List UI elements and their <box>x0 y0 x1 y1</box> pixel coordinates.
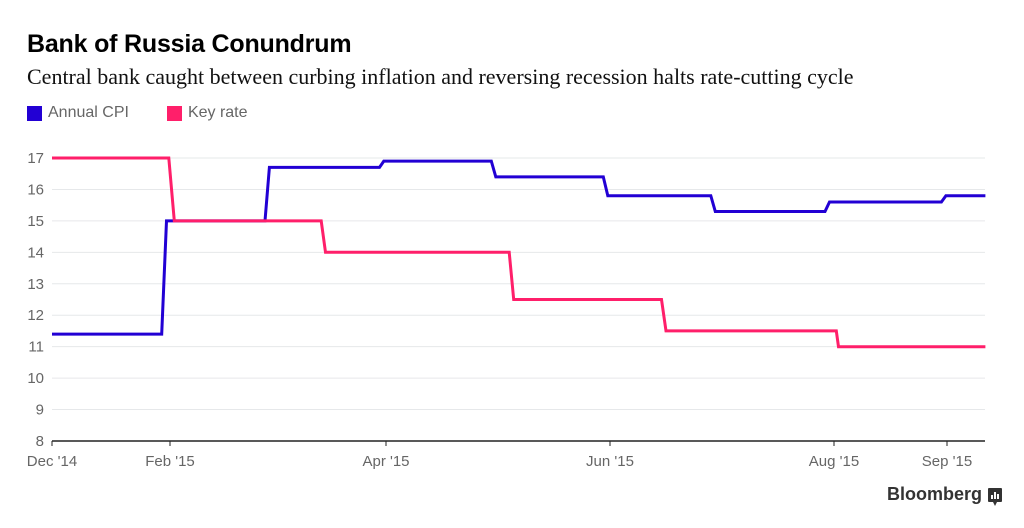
chart-title: Bank of Russia Conundrum <box>27 30 352 58</box>
legend: Annual CPI Key rate <box>27 104 286 122</box>
legend-label-key-rate: Key rate <box>187 104 248 121</box>
x-tick-label-5: Sep '15 <box>922 453 972 470</box>
bloomberg-logo: Bloomberg <box>886 484 1002 506</box>
y-tick-label-9: 9 <box>36 402 44 419</box>
series-line-annual-cpi <box>52 159 986 336</box>
y-tick-label-13: 13 <box>27 276 44 293</box>
x-tick-label-0: Dec '14 <box>27 453 77 470</box>
legend-swatch-annual-cpi <box>27 105 42 121</box>
x-tick-label-4: Aug '15 <box>809 453 859 470</box>
grid-lines <box>52 157 985 411</box>
y-tick-label-14: 14 <box>27 244 44 261</box>
y-axis: 8 9 10 11 12 13 14 15 16 17 <box>27 150 44 450</box>
y-tick-label-12: 12 <box>27 307 44 324</box>
x-tick-label-2: Apr '15 <box>362 453 409 470</box>
legend-label-annual-cpi: Annual CPI <box>48 104 129 121</box>
bloomberg-chart-icon <box>988 487 1002 506</box>
chart-subtitle: Central bank caught between curbing infl… <box>27 64 854 89</box>
brand-name: Bloomberg <box>886 484 982 504</box>
series-line-key-rate <box>52 156 986 349</box>
y-tick-label-15: 15 <box>27 213 44 230</box>
y-tick-label-10: 10 <box>27 370 44 387</box>
series-lines <box>52 156 986 349</box>
legend-item-annual-cpi: Annual CPI <box>27 104 129 122</box>
y-tick-label-17: 17 <box>27 150 44 167</box>
x-axis: Dec '14 Feb '15 Apr '15 Jun '15 Aug '15 Sep '… <box>27 440 985 470</box>
y-tick-label-11: 11 <box>28 339 44 356</box>
y-tick-label-8: 8 <box>36 433 44 450</box>
x-tick-label-3: Jun '15 <box>586 453 634 470</box>
x-tick-label-1: Feb '15 <box>145 453 195 470</box>
legend-item-key-rate: Key rate <box>166 104 248 122</box>
y-tick-label-16: 16 <box>27 181 44 198</box>
legend-swatch-key-rate <box>166 105 182 121</box>
